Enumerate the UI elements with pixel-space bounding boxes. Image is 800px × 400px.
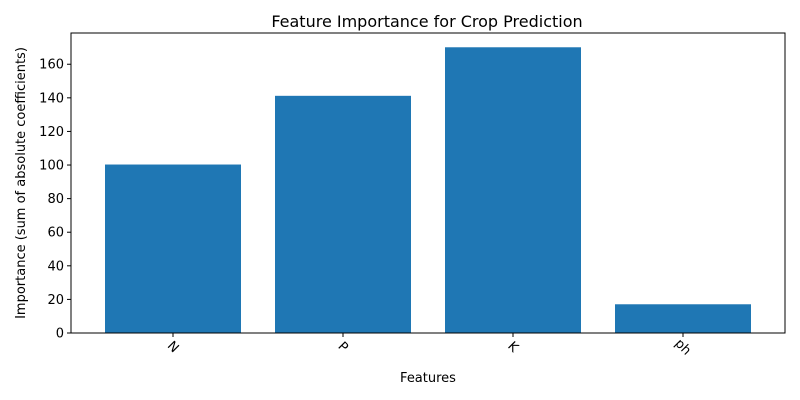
plot-frame bbox=[70, 32, 786, 334]
y-axis-label: Importance (sum of absolute coefficients… bbox=[14, 47, 29, 319]
y-tick-label: 140 bbox=[39, 91, 64, 106]
y-tick-label: 100 bbox=[39, 159, 64, 174]
y-tick-label: 60 bbox=[47, 226, 64, 241]
y-tick-label: 0 bbox=[56, 327, 64, 342]
y-tick-label: 80 bbox=[47, 192, 64, 207]
bars-group bbox=[105, 47, 751, 334]
chart-title: Feature Importance for Crop Prediction bbox=[271, 12, 582, 31]
x-axis-label: Features bbox=[400, 371, 456, 386]
y-tick-label: 120 bbox=[39, 125, 64, 140]
y-tick-label: 20 bbox=[47, 293, 64, 308]
bar-ph bbox=[615, 304, 751, 333]
x-tick-label: N bbox=[164, 339, 181, 356]
bar-N bbox=[105, 164, 241, 333]
bar-K bbox=[445, 47, 581, 334]
x-tick-label: P bbox=[335, 339, 351, 355]
y-axis: 0 20 40 60 80 100 120 140 160 bbox=[39, 58, 71, 342]
y-tick-label: 160 bbox=[39, 58, 64, 73]
y-tick-label: 40 bbox=[47, 259, 64, 274]
bar-P bbox=[275, 95, 411, 333]
x-tick-label: ph bbox=[672, 336, 694, 358]
x-tick-label: K bbox=[504, 339, 521, 356]
